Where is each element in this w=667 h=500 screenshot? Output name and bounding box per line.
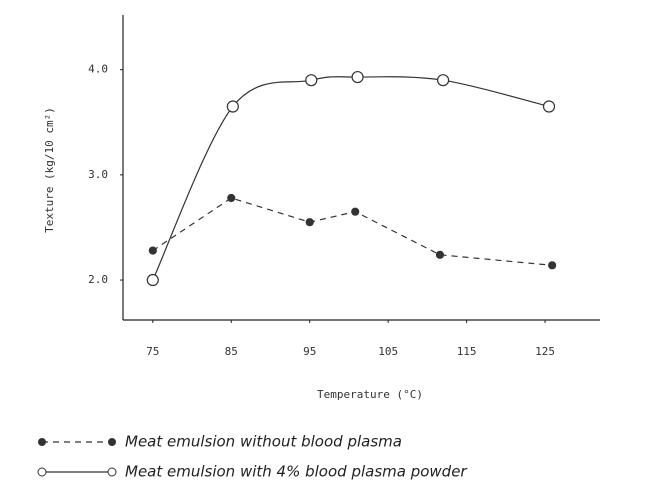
data-point bbox=[436, 251, 443, 258]
x-tick-label: 125 bbox=[535, 345, 555, 358]
data-point bbox=[549, 262, 556, 269]
data-point bbox=[352, 208, 359, 215]
x-tick-label: 105 bbox=[378, 345, 398, 358]
legend-label: Meat emulsion with 4% blood plasma powde… bbox=[125, 463, 467, 481]
series-line bbox=[153, 198, 552, 265]
data-point bbox=[306, 75, 317, 86]
data-point bbox=[228, 195, 235, 202]
x-axis-title: Temperature (°C) bbox=[317, 388, 423, 401]
y-tick-label: 2.0 bbox=[88, 273, 108, 286]
legend-marker bbox=[109, 439, 116, 446]
y-tick-label: 3.0 bbox=[88, 168, 108, 181]
legend-marker bbox=[38, 468, 46, 476]
series-line bbox=[153, 77, 549, 280]
data-point bbox=[306, 219, 313, 226]
data-point bbox=[544, 101, 555, 112]
data-point bbox=[227, 101, 238, 112]
chart: Temperature (°C) Texture (kg/10 cm²) 2.0… bbox=[0, 0, 667, 500]
y-axis-title: Texture (kg/10 cm²) bbox=[43, 107, 56, 233]
legend-label: Meat emulsion without blood plasma bbox=[125, 433, 402, 451]
x-tick-label: 75 bbox=[146, 345, 159, 358]
y-tick-label: 4.0 bbox=[88, 63, 108, 76]
data-point bbox=[149, 247, 156, 254]
legend-marker bbox=[108, 468, 116, 476]
x-tick-label: 85 bbox=[225, 345, 238, 358]
x-tick-label: 95 bbox=[303, 345, 316, 358]
x-tick-label: 115 bbox=[457, 345, 477, 358]
legend-marker bbox=[39, 439, 46, 446]
data-point bbox=[438, 75, 449, 86]
data-point bbox=[147, 275, 158, 286]
data-point bbox=[352, 72, 363, 83]
